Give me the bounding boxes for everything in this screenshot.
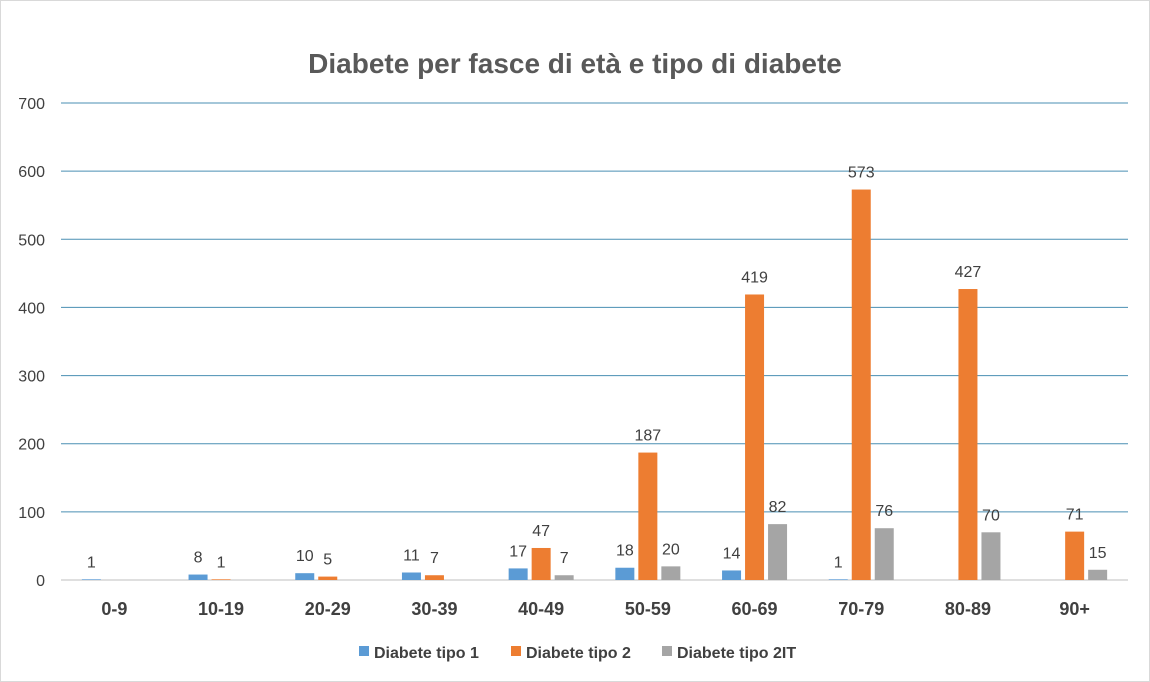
data-label: 187 — [634, 428, 661, 445]
legend-swatch — [511, 646, 521, 656]
bar — [615, 567, 635, 580]
bar — [81, 579, 101, 580]
x-tick-label: 10-19 — [198, 599, 244, 619]
data-label: 82 — [769, 499, 787, 516]
y-tick-label: 500 — [18, 232, 45, 249]
y-tick-label: 400 — [18, 300, 45, 317]
data-label: 18 — [616, 543, 634, 560]
x-tick-label: 60-69 — [732, 599, 778, 619]
data-label: 76 — [875, 503, 893, 520]
legend-swatch — [662, 646, 672, 656]
bar — [554, 575, 574, 580]
data-label: 17 — [509, 543, 527, 560]
bar — [295, 573, 315, 580]
bar — [211, 579, 231, 580]
bars — [81, 189, 1108, 580]
legend-label: Diabete tipo 1 — [374, 645, 479, 662]
x-tick-label: 90+ — [1059, 599, 1090, 619]
bar — [1065, 531, 1085, 580]
data-label: 70 — [982, 507, 1000, 524]
legend-label: Diabete tipo 2IT — [677, 645, 796, 662]
x-tick-label: 40-49 — [518, 599, 564, 619]
y-tick-label: 600 — [18, 164, 45, 181]
data-label: 14 — [723, 545, 741, 562]
bar — [508, 568, 528, 580]
data-label: 11 — [403, 548, 420, 565]
y-tick-label: 0 — [36, 573, 45, 590]
data-label: 47 — [532, 523, 550, 540]
bar — [828, 579, 848, 580]
bar — [531, 547, 551, 580]
data-label: 573 — [848, 165, 875, 182]
data-label: 20 — [662, 541, 680, 558]
y-tick-label: 300 — [18, 369, 45, 386]
bar — [851, 189, 871, 580]
data-label: 8 — [194, 550, 203, 567]
data-label: 1 — [834, 554, 843, 571]
bar — [1088, 569, 1108, 580]
data-label: 15 — [1089, 545, 1107, 562]
data-label: 1 — [87, 554, 96, 571]
x-axis-ticks: 0-9 10-19 20-29 30-39 40-49 50-59 60-69 70-79 80… — [101, 599, 1090, 619]
legend-swatch — [359, 646, 369, 656]
gridlines — [61, 102, 1128, 581]
bar — [768, 524, 788, 580]
y-tick-label: 100 — [18, 505, 45, 522]
y-tick-label: 700 — [18, 96, 45, 113]
x-tick-label: 20-29 — [305, 599, 351, 619]
x-tick-label: 0-9 — [101, 599, 127, 619]
x-tick-label: 70-79 — [838, 599, 884, 619]
data-label: 7 — [560, 550, 569, 567]
bar — [722, 570, 742, 580]
bar — [401, 572, 421, 580]
y-tick-label: 200 — [18, 437, 45, 454]
legend-label: Diabete tipo 2 — [526, 645, 631, 662]
x-tick-label: 50-59 — [625, 599, 671, 619]
bar — [638, 452, 658, 580]
bar — [188, 574, 208, 580]
data-label: 5 — [323, 552, 332, 569]
data-label: 71 — [1066, 507, 1084, 524]
data-label: 419 — [741, 269, 768, 286]
data-label: 1 — [217, 554, 226, 571]
legend-item: Diabete tipo 1 — [359, 645, 479, 662]
data-label: 7 — [430, 550, 439, 567]
data-label: 10 — [296, 548, 314, 565]
bar — [981, 532, 1001, 580]
legend: Diabete tipo 1 Diabete tipo 2 Diabete tipo… — [359, 645, 796, 662]
x-tick-label: 80-89 — [945, 599, 991, 619]
chart-title: Diabete per fasce di età e tipo di diabe… — [308, 48, 842, 79]
x-tick-label: 30-39 — [411, 599, 457, 619]
data-label: 427 — [955, 264, 982, 281]
bar — [318, 576, 338, 580]
bar — [745, 294, 765, 580]
legend-item: Diabete tipo 2IT — [662, 645, 796, 662]
bar — [874, 528, 894, 580]
bar — [958, 289, 978, 580]
bar — [424, 575, 444, 580]
legend-item: Diabete tipo 2 — [511, 645, 631, 662]
bar — [661, 566, 681, 580]
y-axis-ticks: 0 100 200 300 400 500 600 700 — [18, 96, 45, 590]
